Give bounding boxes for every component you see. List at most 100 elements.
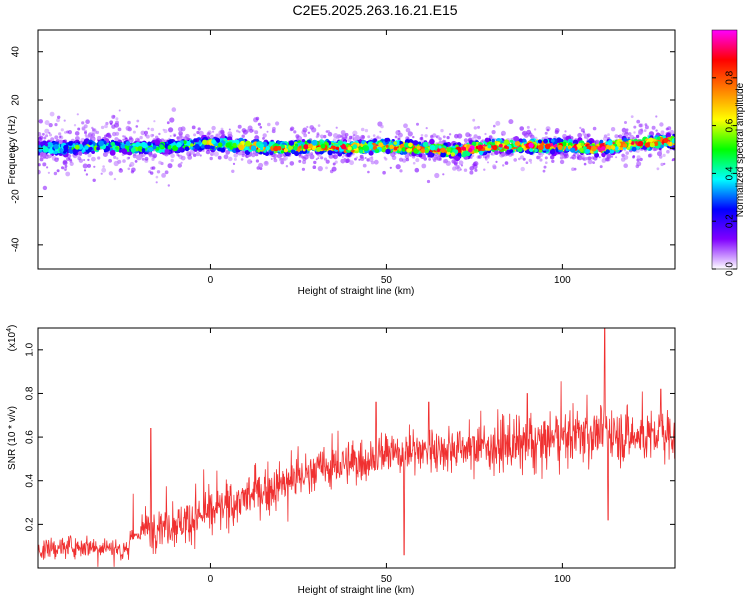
heatmap-cell <box>504 145 508 149</box>
heatmap-cell <box>385 148 391 155</box>
heatmap-cell <box>152 145 157 150</box>
heatmap-cell <box>241 134 245 138</box>
heatmap-cell <box>302 127 308 133</box>
heatmap-cell <box>56 169 60 173</box>
heatmap-cell <box>493 124 496 128</box>
heatmap-cell <box>659 144 664 149</box>
heatmap-cell <box>38 163 41 167</box>
heatmap-cell <box>625 151 629 155</box>
heatmap-cell <box>298 159 302 163</box>
heatmap-cell <box>618 134 623 138</box>
heatmap-cell <box>637 140 644 147</box>
heatmap-cell <box>63 167 68 171</box>
heatmap-cell <box>135 154 142 161</box>
heatmap-cell <box>499 143 503 148</box>
heatmap-cell <box>359 149 364 154</box>
heatmap-cell <box>635 134 640 139</box>
heatmap-cell <box>39 157 44 162</box>
heatmap-cell <box>421 163 427 169</box>
heatmap-cell <box>313 160 317 165</box>
heatmap-cell <box>623 137 628 142</box>
heatmap-cell <box>384 157 388 161</box>
heatmap-cell <box>200 144 205 149</box>
heatmap-cell <box>627 136 630 140</box>
heatmap-cell <box>76 113 79 116</box>
heatmap-cell <box>317 157 320 160</box>
heatmap-cell <box>104 134 108 138</box>
heatmap-cell <box>84 145 89 150</box>
heatmap-cell <box>44 128 50 134</box>
heatmap-cell <box>233 157 237 161</box>
colorbar-tick-label: 0.4 <box>725 166 736 180</box>
heatmap-cell <box>263 160 269 166</box>
heatmap-cell <box>601 152 606 158</box>
heatmap-cell <box>543 165 547 169</box>
heatmap-cell <box>244 146 249 151</box>
heatmap-cell <box>526 125 530 129</box>
heatmap-cell <box>93 165 96 168</box>
heatmap-cell <box>170 153 175 158</box>
heatmap-cell <box>460 168 462 171</box>
heatmap-cell <box>438 140 443 146</box>
heatmap-cell <box>144 130 148 135</box>
heatmap-cell <box>412 161 416 165</box>
heatmap-cell <box>332 154 338 160</box>
heatmap-cell <box>42 185 48 191</box>
heatmap-cell <box>376 135 380 139</box>
heatmap-cell <box>89 146 93 151</box>
heatmap-cell <box>605 157 610 162</box>
heatmap-cell <box>178 130 182 133</box>
heatmap-cell <box>53 144 59 150</box>
heatmap-cell <box>117 127 122 132</box>
heatmap-cell <box>280 150 285 154</box>
heatmap-cell <box>448 133 452 136</box>
heatmap-cell <box>272 126 276 131</box>
heatmap-cell <box>335 126 338 129</box>
heatmap-cell <box>573 153 576 157</box>
heatmap-cell <box>206 144 211 150</box>
heatmap-cell <box>220 127 224 131</box>
heatmap-cell <box>424 134 428 138</box>
heatmap-cell <box>91 133 95 138</box>
heatmap-cell <box>91 150 95 155</box>
heatmap-cell <box>513 158 517 162</box>
heatmap-cell <box>209 145 214 150</box>
heatmap-cell <box>46 166 49 169</box>
heatmap-cell <box>140 130 146 136</box>
heatmap-cell <box>259 126 263 129</box>
heatmap-cell <box>484 156 487 159</box>
heatmap-cell <box>640 129 644 132</box>
heatmap-cell <box>127 167 131 171</box>
heatmap-cell <box>665 127 669 131</box>
heatmap-cell <box>259 167 263 171</box>
heatmap-cell <box>293 145 298 151</box>
heatmap-cell <box>69 161 74 166</box>
heatmap-cell <box>273 146 278 151</box>
heatmap-cell <box>120 144 125 149</box>
colorbar-tick-label: 0.0 <box>725 262 736 276</box>
bottom-ytick-label: 0.2 <box>25 517 36 531</box>
heatmap-cell <box>145 134 150 139</box>
heatmap-cell <box>434 172 440 179</box>
heatmap-cell <box>110 123 113 126</box>
heatmap-cell <box>303 144 309 150</box>
heatmap-cell <box>382 170 386 175</box>
heatmap-cell <box>205 149 211 155</box>
heatmap-cell <box>144 156 149 161</box>
heatmap-cell <box>45 134 49 138</box>
heatmap-cell <box>579 126 582 129</box>
heatmap-cell <box>582 156 587 161</box>
heatmap-cell <box>368 157 374 162</box>
heatmap-cell <box>269 151 274 156</box>
heatmap-cell <box>636 158 640 162</box>
heatmap-cell <box>62 160 68 166</box>
heatmap-cell <box>601 158 607 163</box>
heatmap-cell <box>367 170 370 174</box>
heatmap-cell <box>87 158 90 162</box>
heatmap-cell <box>630 115 634 118</box>
heatmap-cell <box>442 135 446 139</box>
heatmap-cell <box>241 153 245 158</box>
heatmap-cell <box>115 120 119 125</box>
heatmap-cell <box>193 138 198 143</box>
heatmap-cell <box>137 146 143 152</box>
